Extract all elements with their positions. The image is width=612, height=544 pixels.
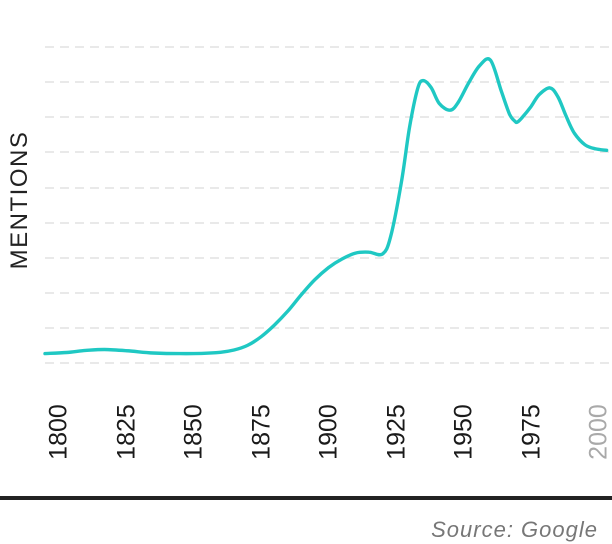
x-tick-1850: 1850 [179,404,208,460]
gridlines [45,46,612,364]
x-tick-1975: 1975 [517,404,545,460]
x-tick-2000: 2000 [584,404,612,460]
x-tick-1800: 1800 [44,404,73,460]
x-tick-1875: 1875 [247,404,275,460]
series-line [43,57,609,356]
x-tick-1900: 1900 [314,404,343,460]
x-tick-1950: 1950 [449,404,478,460]
x-axis-baseline [0,496,612,500]
x-tick-1925: 1925 [382,404,410,460]
source-note: Source: Google [431,517,598,542]
y-axis-label: MENTIONS [6,130,33,270]
x-tick-1825: 1825 [112,404,140,460]
